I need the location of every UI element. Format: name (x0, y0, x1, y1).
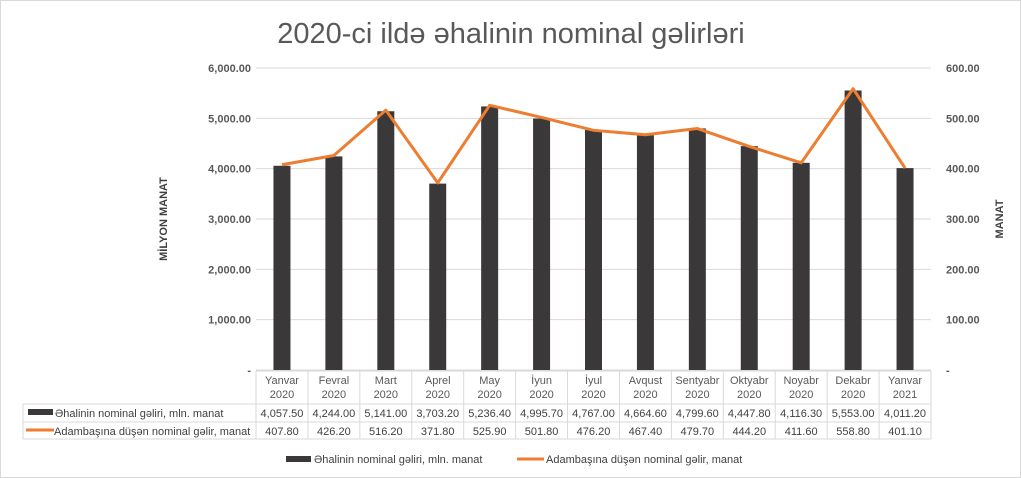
category-label: Oktyabr (730, 375, 769, 387)
bar (377, 111, 395, 371)
category-label: Yanvar (265, 375, 299, 387)
category-year: 2020 (737, 389, 761, 401)
category-label: Mart (375, 375, 397, 387)
bar (273, 165, 291, 370)
table-value-percapita: 407.80 (265, 426, 299, 438)
y2-tick-label: - (946, 365, 950, 377)
y2-tick-label: 500.00 (946, 113, 980, 125)
category-label: Fevral (319, 375, 350, 387)
table-value-income: 4,447.80 (728, 408, 771, 420)
bar (481, 106, 499, 370)
table-value-income: 4,057.50 (261, 408, 304, 420)
table-value-percapita: 516.20 (369, 426, 403, 438)
category-year: 2020 (425, 389, 449, 401)
category-label: İyul (585, 374, 602, 387)
category-label: Sentyabr (675, 375, 719, 387)
legend-bar-key (286, 456, 311, 462)
y2-tick-label: 400.00 (946, 164, 980, 176)
table-value-percapita: 479.70 (681, 426, 715, 438)
y2-tick-label: 200.00 (946, 264, 980, 276)
y-tick-label: 3,000.00 (208, 214, 251, 226)
category-year: 2020 (322, 389, 346, 401)
y2-tick-label: 600.00 (946, 63, 980, 75)
table-value-percapita: 411.60 (785, 426, 818, 438)
category-year: 2021 (893, 389, 917, 401)
bar (688, 128, 706, 370)
bar (429, 183, 447, 370)
table-value-percapita: 371.80 (421, 426, 455, 438)
bar (844, 90, 862, 371)
table-value-income: 5,553.00 (832, 408, 875, 420)
category-label: Dekabr (835, 375, 871, 387)
legend-label-percapita: Adambaşına düşən nominal gəlir, manat (546, 454, 742, 466)
category-year: 2020 (374, 389, 398, 401)
table-value-income: 5,141.00 (364, 408, 407, 420)
table-value-percapita: 501.80 (525, 426, 559, 438)
bar (325, 156, 343, 370)
y2-axis-label: MANAT (994, 199, 1006, 238)
y-axis-label: MİLYON MANAT (157, 177, 170, 261)
category-label: İyun (531, 374, 552, 387)
category-label: Noyabr (783, 375, 819, 387)
chart-title: 2020-ci ildə əhalinin nominal gəlirləri (277, 18, 744, 50)
category-label: Yanvar (888, 375, 922, 387)
table-value-income: 4,799.60 (676, 408, 719, 420)
y-tick-label: 6,000.00 (208, 63, 251, 75)
table-value-income: 5,236.40 (468, 408, 511, 420)
category-year: 2020 (685, 389, 709, 401)
table-value-income: 4,244.00 (312, 408, 355, 420)
table-value-percapita: 444.20 (732, 426, 766, 438)
table-value-percapita: 525.90 (473, 426, 507, 438)
bar (792, 162, 810, 370)
table-row-label-percapita: Adambaşına düşən nominal gəlir, manat (54, 426, 250, 438)
category-year: 2020 (789, 389, 813, 401)
y-tick-label: - (247, 365, 251, 377)
y2-tick-label: 300.00 (946, 214, 980, 226)
table-legend-bar-key (28, 409, 53, 415)
bar (533, 118, 551, 370)
category-year: 2020 (841, 389, 865, 401)
table-value-percapita: 426.20 (317, 426, 351, 438)
y-tick-label: 4,000.00 (208, 164, 251, 176)
table-value-income: 4,767.00 (572, 408, 615, 420)
bar (740, 146, 758, 370)
table-value-income: 4,116.30 (780, 408, 822, 420)
bar (896, 168, 914, 370)
category-year: 2020 (529, 389, 553, 401)
table-row-label-income: Əhalinin nominal gəliri, mln. manat (55, 408, 223, 420)
table-value-income: 4,011.20 (884, 408, 926, 420)
category-label: Avqust (629, 375, 662, 387)
table-value-income: 4,995.70 (520, 408, 563, 420)
category-year: 2020 (581, 389, 605, 401)
y-tick-label: 5,000.00 (208, 113, 251, 125)
table-value-percapita: 558.80 (836, 426, 870, 438)
category-label: May (479, 375, 500, 387)
category-label: Aprel (425, 375, 451, 387)
y-tick-label: 1,000.00 (208, 315, 251, 327)
category-year: 2020 (270, 389, 294, 401)
bar (636, 135, 654, 370)
legend-label-income: Əhalinin nominal gəliri, mln. manat (314, 454, 482, 466)
table-value-income: 4,664.60 (624, 408, 667, 420)
category-year: 2020 (477, 389, 501, 401)
table-value-percapita: 467.40 (629, 426, 663, 438)
table-value-percapita: 401.10 (888, 426, 922, 438)
y2-tick-label: 100.00 (946, 315, 980, 327)
category-year: 2020 (633, 389, 657, 401)
bar (585, 130, 602, 370)
table-value-income: 3,703.20 (416, 408, 459, 420)
y-tick-label: 2,000.00 (208, 264, 251, 276)
table-value-percapita: 476.20 (577, 426, 611, 438)
